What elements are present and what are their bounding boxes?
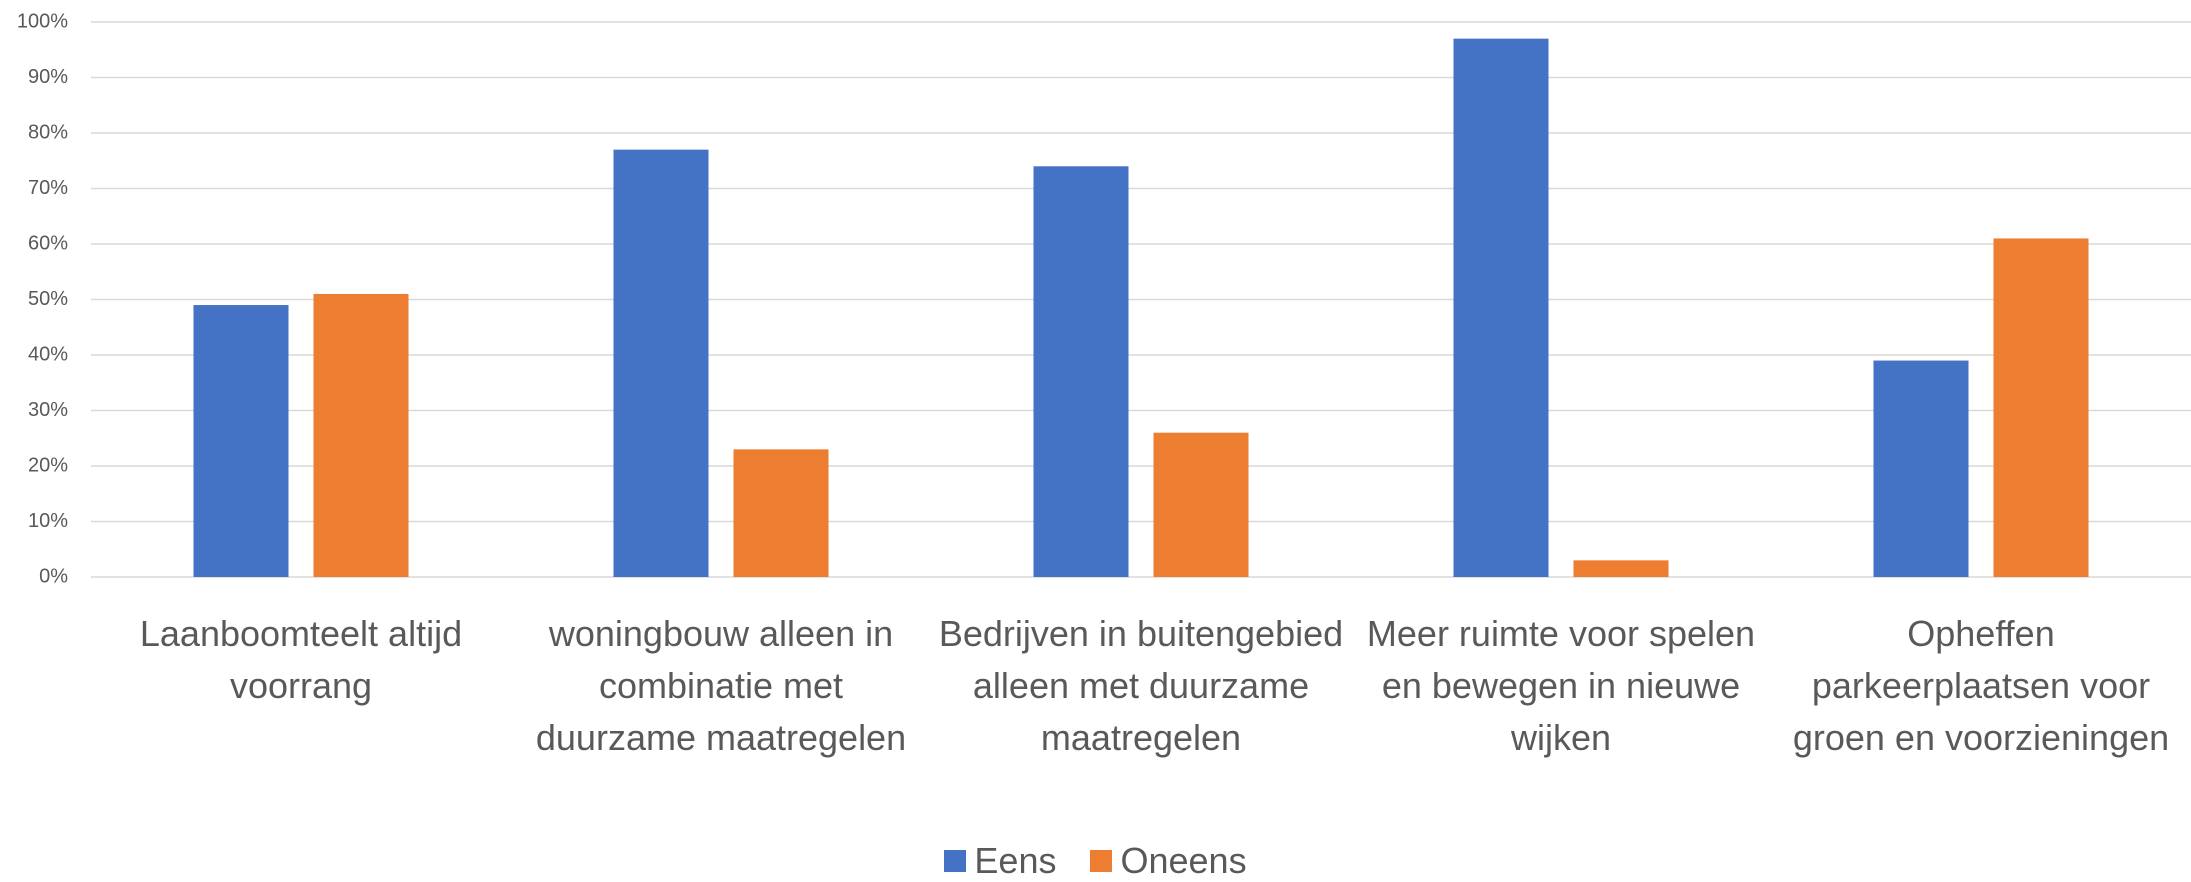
y-tick-label: 80% [28,121,68,143]
y-tick-label: 0% [39,565,68,587]
x-tick-label: Opheffen parkeerplaatsen voor groen en v… [1792,613,2170,758]
y-tick-label: 90% [28,66,68,88]
y-tick-label: 30% [28,399,68,421]
legend-swatch [1090,850,1113,872]
x-tick-label: Laanboomteelt altijd voorrang [139,613,463,706]
x-tick-label: woningbouw alleen in combinatie met duur… [535,613,907,758]
y-tick-label: 60% [28,232,68,254]
legend-item: Oneens [1090,840,1247,882]
y-tick-label: 40% [28,343,68,365]
bar [733,449,829,577]
y-tick-label: 20% [28,454,68,476]
x-tick-label: Bedrijven in buitengebied alleen met duu… [938,613,1344,758]
bar [193,305,289,577]
x-tick-label: Meer ruimte voor spelen en bewegen in ni… [1366,613,1756,758]
y-tick-label: 50% [28,288,68,310]
bar [1873,360,1969,577]
legend-label: Eens [974,840,1057,881]
y-tick-label: 70% [28,177,68,199]
legend-item: Eens [944,840,1056,882]
legend: Eens Oneens [0,840,2191,882]
bar [313,293,409,577]
y-tick-label: 10% [28,510,68,532]
legend-swatch [944,850,967,872]
bar [1033,166,1129,578]
legend-label: Oneens [1120,840,1247,881]
bar [613,149,709,577]
bar [1153,432,1249,577]
y-tick-label: 100% [17,10,68,32]
bar [1573,560,1669,577]
bar [1453,38,1549,577]
bar [1993,238,2089,577]
